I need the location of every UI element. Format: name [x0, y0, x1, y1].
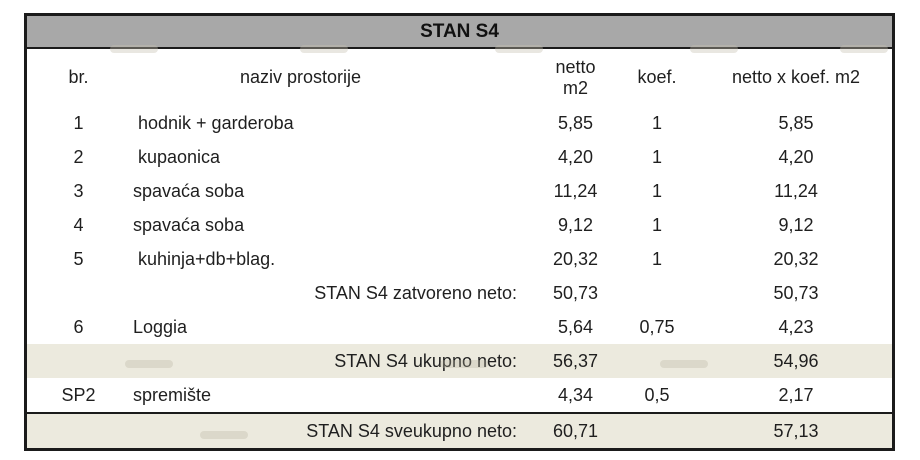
table-title: STAN S4: [27, 16, 893, 49]
cell-netto: 50,73: [552, 282, 599, 303]
cell-br: 6: [73, 316, 84, 337]
cell-netto: 4,34: [557, 384, 594, 405]
cell-total: 11,24: [774, 180, 818, 201]
room-row: 6 Loggia 5,64 0,75 4,23: [27, 310, 892, 344]
cell-label: STAN S4 ukupno neto:: [27, 344, 537, 378]
cell-label: STAN S4 zatvoreno neto:: [314, 282, 517, 303]
room-row: SP2 spremište 4,34 0,5 2,17: [27, 378, 892, 412]
cell-total: 54,96: [700, 344, 893, 378]
cell-netto: 20,32: [552, 248, 599, 269]
cell-br: SP2: [61, 384, 96, 405]
cell-total: 4,20: [778, 146, 814, 167]
cell-netto: 11,24: [553, 180, 598, 201]
cell-name: spavaća soba: [133, 214, 245, 235]
table-title-row: STAN S4: [27, 16, 893, 49]
column-header-koef: koef.: [637, 67, 677, 88]
room-row: 3 spavaća soba 11,24 1 11,24: [27, 174, 892, 208]
cell-koef: [614, 276, 700, 310]
cell-total: 57,13: [700, 412, 893, 448]
cell-koef: 0,5: [644, 384, 670, 405]
cell-label: STAN S4 sveukupno neto:: [27, 412, 537, 448]
cell-total: 20,32: [773, 248, 819, 269]
cell-netto: 5,64: [557, 316, 594, 337]
total-row: STAN S4 zatvoreno neto: 50,73 50,73: [27, 276, 892, 310]
cell-name: Loggia: [133, 316, 188, 337]
cell-br: 3: [73, 180, 84, 201]
table-body: 1 hodnik + garderoba 5,85 1 5,85 2 kupaonica…: [27, 106, 893, 448]
room-row: 1 hodnik + garderoba 5,85 1 5,85: [27, 106, 892, 140]
cell-koef: 1: [651, 180, 662, 201]
room-row: 2 kupaonica 4,20 1 4,20: [27, 140, 892, 174]
cell-netto: 4,20: [557, 146, 594, 167]
cell-br: 2: [73, 146, 84, 167]
column-header-netto: netto m2: [555, 57, 596, 98]
cell-netto: 9,12: [557, 214, 594, 235]
cell-total: 50,73: [773, 282, 819, 303]
cell-netto: 56,37: [537, 344, 614, 378]
column-header-br: br.: [68, 67, 89, 88]
room-row: 5 kuhinja+db+blag. 20,32 1 20,32: [27, 242, 892, 276]
cell-br: 5: [73, 248, 84, 269]
column-header-total: netto x koef. m2: [731, 67, 861, 88]
area-table: STAN S4 br. naziv prostorije netto m2 ko…: [27, 16, 893, 448]
cell-koef: [614, 412, 700, 448]
cell-koef: 1: [651, 214, 662, 235]
column-header-row: br. naziv prostorije netto m2 koef. nett…: [27, 49, 892, 106]
cell-name: hodnik + garderoba: [133, 112, 294, 133]
cell-total: 4,23: [778, 316, 814, 337]
cell-koef: 1: [651, 248, 662, 269]
cell-br: 1: [73, 112, 84, 133]
cell-name: spremište: [133, 384, 212, 405]
cell-name: kuhinja+db+blag.: [133, 248, 276, 269]
cell-koef: 1: [651, 112, 662, 133]
cell-koef: 1: [651, 146, 662, 167]
cell-total: 2,17: [778, 384, 814, 405]
total-row: STAN S4 ukupno neto: 56,37 54,96: [27, 344, 893, 378]
column-header-name: naziv prostorije: [239, 67, 362, 88]
cell-name: spavaća soba: [133, 180, 245, 201]
cell-koef: [614, 344, 700, 378]
area-table-frame: STAN S4 br. naziv prostorije netto m2 ko…: [24, 13, 896, 451]
cell-koef: 0,75: [639, 316, 675, 337]
cell-netto: 60,71: [537, 412, 614, 448]
cell-netto: 5,85: [557, 112, 594, 133]
cell-total: 5,85: [778, 112, 814, 133]
room-row: 4 spavaća soba 9,12 1 9,12: [27, 208, 892, 242]
total-row: STAN S4 sveukupno neto: 60,71 57,13: [27, 412, 893, 448]
cell-name: kupaonica: [133, 146, 221, 167]
cell-br: 4: [73, 214, 84, 235]
cell-total: 9,12: [778, 214, 814, 235]
